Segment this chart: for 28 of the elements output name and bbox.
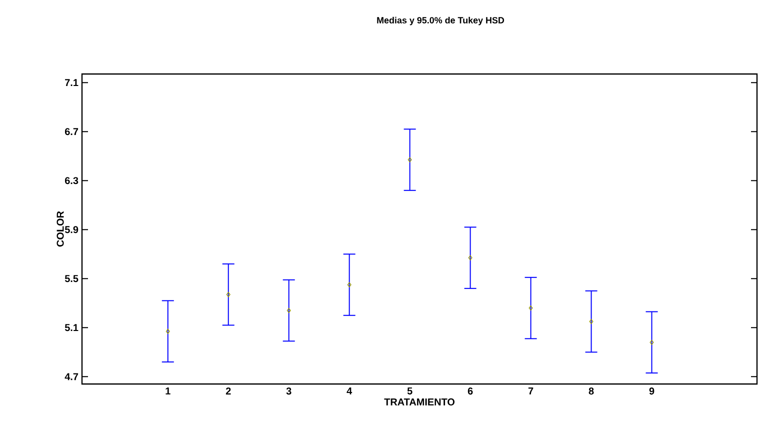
x-tick-label: 9 (649, 388, 654, 395)
y-tick-label: 5.9 (64, 226, 78, 234)
x-tick-label: 3 (286, 388, 292, 395)
y-tick-label: 5.1 (64, 324, 78, 332)
point (528, 305, 533, 311)
y-tick-label: 5.5 (64, 275, 78, 282)
point (589, 318, 594, 324)
x-tick-label: 7 (528, 388, 534, 394)
y-axis-title: COLOR (56, 211, 64, 247)
point (408, 157, 412, 162)
point (226, 292, 230, 298)
point (468, 255, 472, 260)
x-tick-label: 5 (407, 388, 412, 394)
y-tick-label: 6.3 (64, 177, 78, 184)
y-tick-label: 4.7 (64, 373, 78, 380)
chart-title: Medias y 95.0% de Tukey HSD (377, 16, 504, 26)
y-tick-label: 7.1 (65, 79, 78, 86)
x-tick-label: 6 (468, 388, 473, 395)
point (286, 308, 291, 314)
y-tick-label: 6.7 (64, 128, 78, 136)
x-tick-label: 1 (166, 388, 170, 394)
x-tick-label: 4 (346, 388, 352, 394)
x-tick-label: 8 (588, 388, 594, 395)
x-axis-title: TRATAMIENTO (384, 398, 455, 406)
x-tick-label: 2 (226, 388, 231, 394)
point (347, 282, 352, 288)
point (650, 340, 654, 345)
point (166, 328, 170, 334)
